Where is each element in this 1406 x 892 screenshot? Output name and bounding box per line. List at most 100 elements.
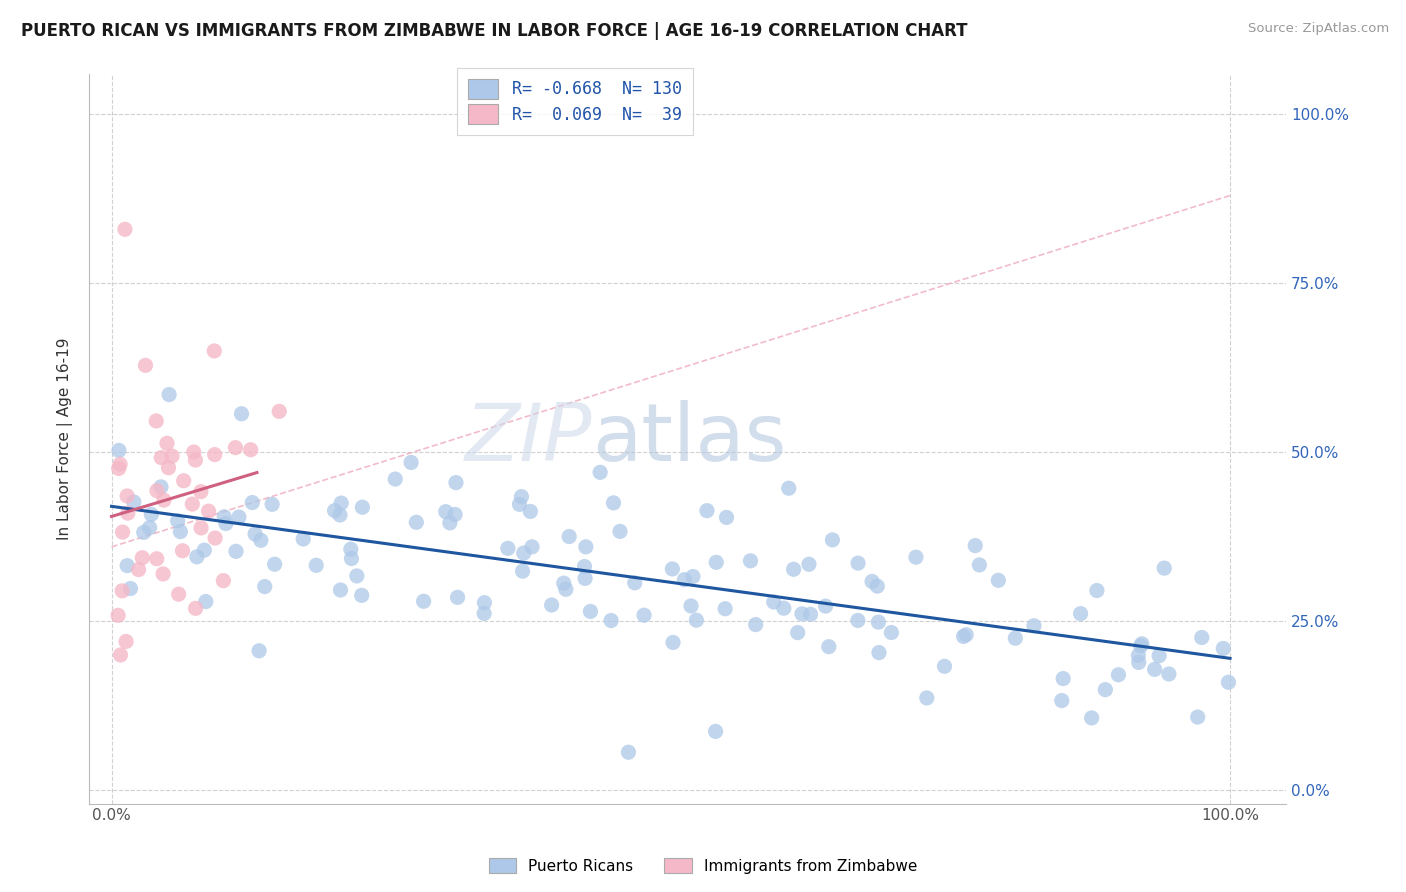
- Point: [1107, 667, 1129, 681]
- Point: [1212, 641, 1234, 656]
- Point: [247, 644, 270, 658]
- Point: [1187, 710, 1209, 724]
- Point: [439, 516, 461, 530]
- Point: [224, 441, 246, 455]
- Point: [904, 550, 927, 565]
- Point: [1129, 639, 1152, 653]
- Point: [1147, 648, 1170, 663]
- Point: [240, 495, 263, 509]
- Point: [150, 480, 173, 494]
- Point: [1022, 619, 1045, 633]
- Point: [352, 500, 374, 515]
- Point: [609, 524, 631, 539]
- Point: [740, 554, 762, 568]
- Point: [661, 562, 683, 576]
- Point: [204, 448, 226, 462]
- Point: [250, 533, 273, 548]
- Text: atlas: atlas: [592, 400, 786, 478]
- Point: [228, 510, 250, 524]
- Point: [340, 542, 363, 557]
- Point: [846, 556, 869, 570]
- Point: [183, 445, 205, 459]
- Point: [540, 598, 562, 612]
- Point: [115, 489, 138, 503]
- Point: [262, 497, 284, 511]
- Point: [965, 539, 987, 553]
- Point: [134, 359, 156, 373]
- Point: [696, 504, 718, 518]
- Point: [120, 582, 142, 596]
- Point: [292, 532, 315, 546]
- Point: [184, 601, 207, 615]
- Point: [714, 601, 737, 615]
- Point: [1004, 631, 1026, 645]
- Point: [340, 551, 363, 566]
- Point: [814, 599, 837, 614]
- Point: [1143, 662, 1166, 676]
- Point: [846, 614, 869, 628]
- Point: [132, 525, 155, 540]
- Point: [860, 574, 883, 589]
- Point: [553, 576, 575, 591]
- Point: [1128, 656, 1150, 670]
- Point: [263, 558, 285, 572]
- Y-axis label: In Labor Force | Age 16-19: In Labor Force | Age 16-19: [58, 337, 73, 540]
- Point: [384, 472, 406, 486]
- Point: [184, 453, 207, 467]
- Point: [167, 587, 190, 601]
- Point: [868, 646, 890, 660]
- Point: [512, 564, 534, 578]
- Point: [111, 583, 134, 598]
- Point: [915, 690, 938, 705]
- Point: [138, 521, 160, 535]
- Text: ZIP: ZIP: [464, 400, 592, 478]
- Point: [778, 481, 800, 495]
- Point: [157, 460, 180, 475]
- Point: [172, 543, 194, 558]
- Point: [173, 474, 195, 488]
- Point: [1218, 675, 1240, 690]
- Point: [513, 546, 536, 560]
- Point: [782, 562, 804, 576]
- Point: [797, 558, 820, 572]
- Point: [880, 625, 903, 640]
- Point: [111, 524, 134, 539]
- Point: [152, 566, 174, 581]
- Point: [145, 551, 167, 566]
- Point: [197, 504, 219, 518]
- Point: [153, 493, 176, 508]
- Point: [575, 540, 598, 554]
- Point: [190, 484, 212, 499]
- Point: [934, 659, 956, 673]
- Point: [685, 613, 707, 627]
- Point: [225, 544, 247, 558]
- Point: [399, 455, 422, 469]
- Point: [181, 497, 204, 511]
- Point: [1191, 631, 1213, 645]
- Point: [108, 457, 131, 471]
- Point: [558, 529, 581, 543]
- Point: [817, 640, 839, 654]
- Point: [346, 569, 368, 583]
- Point: [190, 521, 212, 535]
- Point: [969, 558, 991, 572]
- Point: [1070, 607, 1092, 621]
- Point: [156, 436, 179, 450]
- Point: [1130, 637, 1153, 651]
- Point: [212, 574, 235, 588]
- Point: [772, 601, 794, 615]
- Point: [821, 533, 844, 547]
- Point: [239, 442, 262, 457]
- Point: [405, 516, 427, 530]
- Point: [160, 449, 183, 463]
- Point: [269, 404, 291, 418]
- Point: [193, 543, 215, 558]
- Point: [194, 594, 217, 608]
- Point: [662, 635, 685, 649]
- Point: [602, 496, 624, 510]
- Point: [253, 580, 276, 594]
- Point: [617, 745, 640, 759]
- Point: [329, 582, 352, 597]
- Point: [204, 531, 226, 545]
- Point: [128, 563, 150, 577]
